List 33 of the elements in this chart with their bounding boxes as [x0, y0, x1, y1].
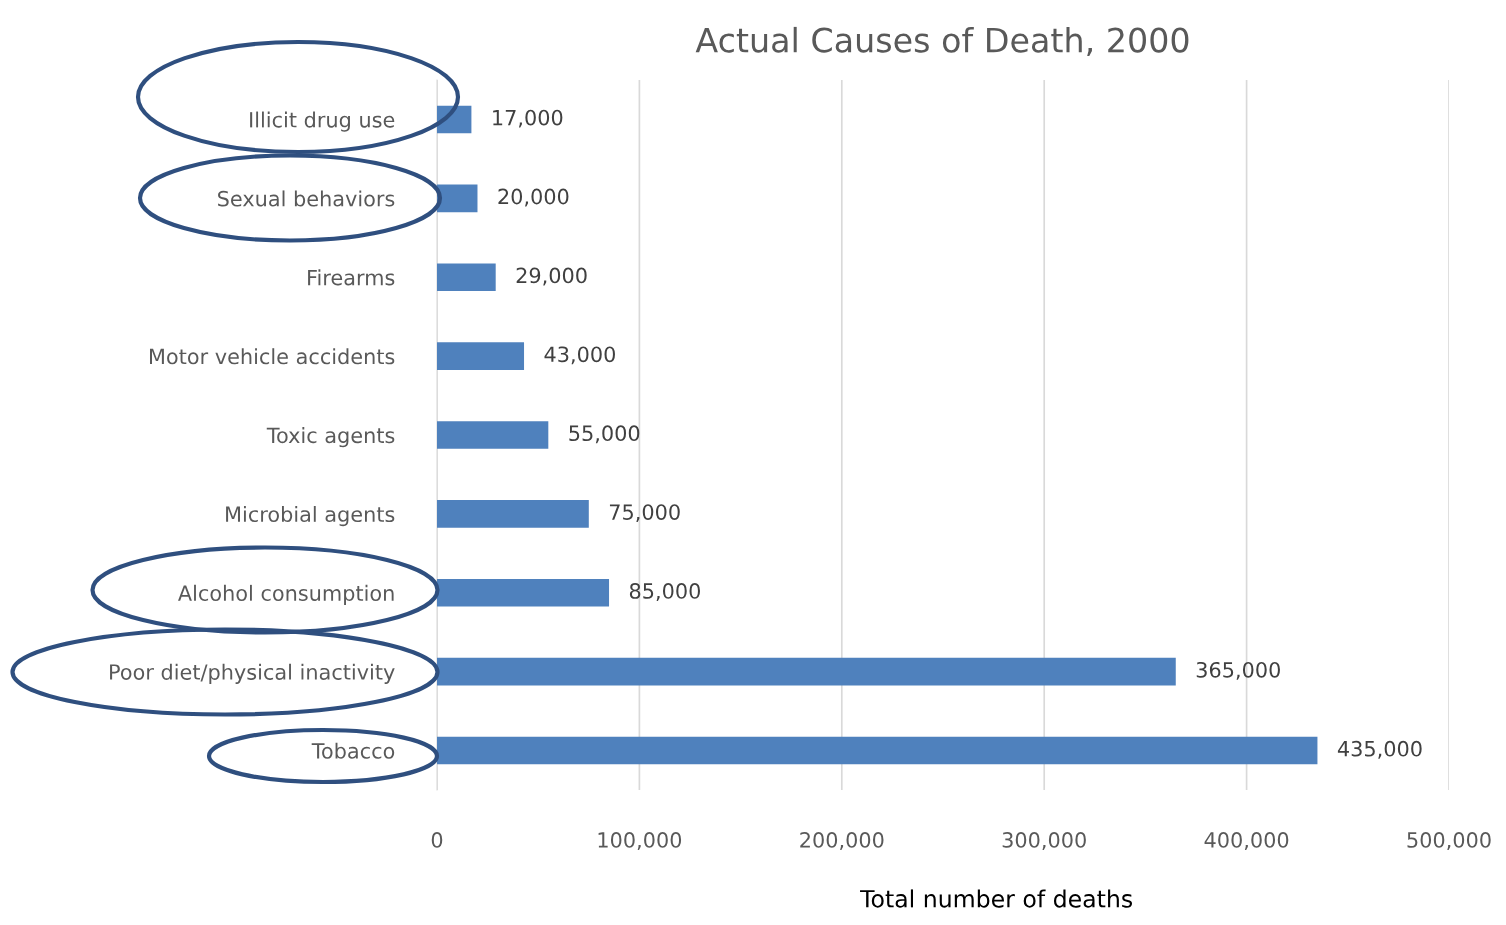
bar: [437, 342, 525, 370]
x-tick-label: 100,000: [598, 832, 682, 850]
bar: [437, 421, 549, 449]
data-label: 17,000: [493, 109, 563, 128]
y-tick-label: Alcohol consumption: [178, 584, 394, 606]
x-tick-label: 200,000: [800, 832, 884, 850]
y-tick-label: Motor vehicle accidents: [150, 348, 395, 365]
data-label: 75,000: [609, 504, 680, 523]
data-label: 55,000: [569, 425, 640, 444]
data-label: 29,000: [516, 267, 587, 286]
x-tick-label: 0: [431, 832, 443, 848]
x-tick-label: 500,000: [1407, 832, 1491, 850]
y-tick-label: Tobacco: [311, 742, 395, 759]
chart-title: Actual Causes of Death, 2000: [695, 26, 1189, 57]
data-label: 365,000: [1196, 661, 1280, 680]
x-axis-title: Total number of deaths: [860, 889, 1133, 908]
y-tick-label: Toxic agents: [266, 427, 395, 448]
x-tick-label: 400,000: [1204, 832, 1289, 850]
data-label: 20,000: [498, 188, 569, 207]
y-tick-label: Poor diet/physical inactivity: [110, 663, 395, 684]
data-label: 85,000: [629, 583, 700, 601]
y-tick-label: Illicit drug use: [250, 111, 395, 132]
y-tick-label: Sexual behaviors: [218, 190, 395, 207]
y-tick-label: Firearms: [308, 269, 395, 286]
data-label: 43,000: [544, 346, 615, 365]
bar: [437, 578, 610, 607]
bar: [437, 263, 496, 292]
data-label: 435,000: [1337, 740, 1422, 759]
bar: [437, 184, 478, 213]
y-tick-label: Microbial agents: [226, 505, 395, 527]
bar: [437, 500, 589, 528]
bar: [437, 657, 1176, 686]
x-tick-label: 300,000: [1002, 832, 1086, 850]
